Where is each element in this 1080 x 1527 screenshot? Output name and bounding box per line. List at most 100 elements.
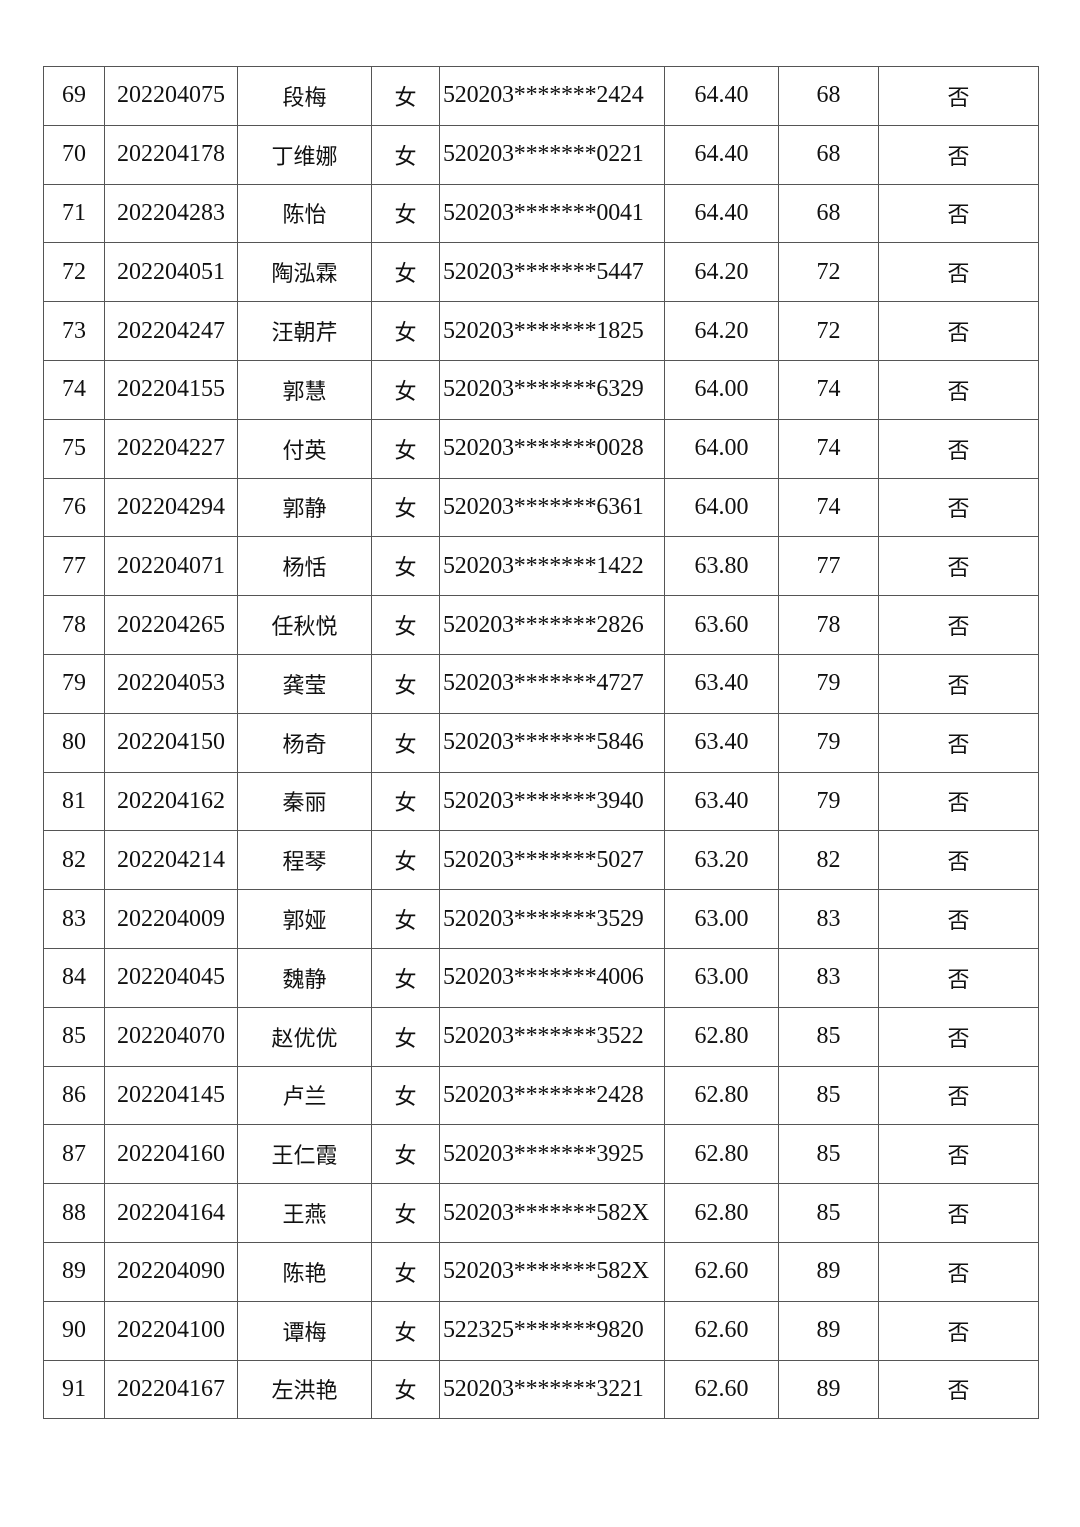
status-cell: 否: [878, 712, 1039, 773]
id-number-cell: 520203*******3940: [439, 771, 665, 832]
score-cell: 64.40: [664, 183, 779, 244]
row-number-cell: 88: [43, 1183, 105, 1243]
gender-cell: 女: [371, 947, 440, 1008]
exam-number-cell: 202204009: [104, 889, 238, 949]
exam-number-cell: 202204090: [104, 1241, 238, 1302]
table-row: 77 202204071 杨恬女 520203*******1422 63.80 77 否: [43, 536, 1039, 597]
gender-cell: 女: [371, 124, 440, 185]
score-cell: 62.80: [664, 1006, 779, 1067]
score-cell: 63.40: [664, 653, 779, 714]
exam-number-cell: 202204100: [104, 1300, 238, 1361]
exam-number-cell: 202204227: [104, 418, 238, 479]
name-cell: 杨恬: [237, 536, 372, 597]
rank-cell: 79: [778, 653, 879, 714]
gender-cell: 女: [371, 242, 440, 303]
gender-cell: 女: [371, 1065, 440, 1126]
status-cell: 否: [878, 124, 1039, 185]
row-number-cell: 86: [43, 1065, 105, 1126]
table-row: 87 202204160 王仁霞女 520203*******3925 62.80 85 否: [43, 1124, 1039, 1185]
gender-cell: 女: [371, 183, 440, 244]
table-row: 72 202204051 陶泓霖女 520203*******5447 64.20 72 否: [43, 242, 1039, 303]
table-body: 69 202204075 段梅女 520203*******2424 64.40 68 否 7…: [43, 66, 1039, 1420]
id-number-cell: 520203*******6361: [439, 477, 665, 538]
score-cell: 63.20: [664, 830, 779, 891]
rank-cell: 68: [778, 66, 879, 126]
rank-cell: 77: [778, 536, 879, 597]
gender-cell: 女: [371, 595, 440, 655]
name-cell: 王仁霞: [237, 1124, 372, 1185]
gender-cell: 女: [371, 653, 440, 714]
name-cell: 赵优优: [237, 1006, 372, 1067]
exam-number-cell: 202204150: [104, 712, 238, 773]
status-cell: 否: [878, 1065, 1039, 1126]
name-cell: 陶泓霖: [237, 242, 372, 303]
status-cell: 否: [878, 1183, 1039, 1243]
name-cell: 汪朝芹: [237, 301, 372, 361]
status-cell: 否: [878, 771, 1039, 832]
gender-cell: 女: [371, 712, 440, 773]
row-number-cell: 75: [43, 418, 105, 479]
table-row: 73 202204247 汪朝芹女 520203*******1825 64.20 72 否: [43, 301, 1039, 361]
rank-cell: 85: [778, 1124, 879, 1185]
status-cell: 否: [878, 359, 1039, 420]
name-cell: 左洪艳: [237, 1359, 372, 1420]
gender-cell: 女: [371, 359, 440, 420]
rank-cell: 79: [778, 771, 879, 832]
name-cell: 丁维娜: [237, 124, 372, 185]
rank-cell: 85: [778, 1065, 879, 1126]
table-row: 70 202204178 丁维娜女 520203*******0221 64.40 68 否: [43, 124, 1039, 185]
exam-number-cell: 202204160: [104, 1124, 238, 1185]
gender-cell: 女: [371, 1124, 440, 1185]
id-number-cell: 520203*******3221: [439, 1359, 665, 1420]
row-number-cell: 83: [43, 889, 105, 949]
rank-cell: 68: [778, 183, 879, 244]
status-cell: 否: [878, 830, 1039, 891]
table-row: 69 202204075 段梅女 520203*******2424 64.40 68 否: [43, 66, 1039, 126]
name-cell: 段梅: [237, 66, 372, 126]
gender-cell: 女: [371, 1300, 440, 1361]
score-cell: 62.80: [664, 1183, 779, 1243]
exam-number-cell: 202204071: [104, 536, 238, 597]
table-row: 89 202204090 陈艳女 520203*******582X 62.60 89 否: [43, 1241, 1039, 1302]
gender-cell: 女: [371, 477, 440, 538]
table-row: 80 202204150 杨奇女 520203*******5846 63.40 79 否: [43, 712, 1039, 773]
status-cell: 否: [878, 301, 1039, 361]
rank-cell: 79: [778, 712, 879, 773]
rank-cell: 89: [778, 1241, 879, 1302]
score-cell: 63.60: [664, 595, 779, 655]
status-cell: 否: [878, 1006, 1039, 1067]
exam-number-cell: 202204070: [104, 1006, 238, 1067]
gender-cell: 女: [371, 1183, 440, 1243]
exam-number-cell: 202204247: [104, 301, 238, 361]
gender-cell: 女: [371, 1006, 440, 1067]
status-cell: 否: [878, 1241, 1039, 1302]
id-number-cell: 520203*******4727: [439, 653, 665, 714]
score-cell: 62.80: [664, 1065, 779, 1126]
exam-number-cell: 202204145: [104, 1065, 238, 1126]
rank-cell: 74: [778, 359, 879, 420]
rank-cell: 89: [778, 1300, 879, 1361]
table-row: 81 202204162 秦丽女 520203*******3940 63.40 79 否: [43, 771, 1039, 832]
rank-cell: 89: [778, 1359, 879, 1420]
row-number-cell: 84: [43, 947, 105, 1008]
score-cell: 63.00: [664, 889, 779, 949]
table-row: 91 202204167 左洪艳女 520203*******3221 62.60 89 否: [43, 1359, 1039, 1420]
exam-number-cell: 202204283: [104, 183, 238, 244]
status-cell: 否: [878, 653, 1039, 714]
exam-number-cell: 202204164: [104, 1183, 238, 1243]
status-cell: 否: [878, 595, 1039, 655]
id-number-cell: 522325*******9820: [439, 1300, 665, 1361]
status-cell: 否: [878, 418, 1039, 479]
row-number-cell: 79: [43, 653, 105, 714]
table-row: 88 202204164 王燕女 520203*******582X 62.80 85 否: [43, 1183, 1039, 1243]
name-cell: 王燕: [237, 1183, 372, 1243]
gender-cell: 女: [371, 301, 440, 361]
gender-cell: 女: [371, 536, 440, 597]
id-number-cell: 520203*******5846: [439, 712, 665, 773]
gender-cell: 女: [371, 889, 440, 949]
name-cell: 程琴: [237, 830, 372, 891]
score-cell: 64.20: [664, 301, 779, 361]
rank-cell: 74: [778, 477, 879, 538]
row-number-cell: 85: [43, 1006, 105, 1067]
exam-number-cell: 202204053: [104, 653, 238, 714]
